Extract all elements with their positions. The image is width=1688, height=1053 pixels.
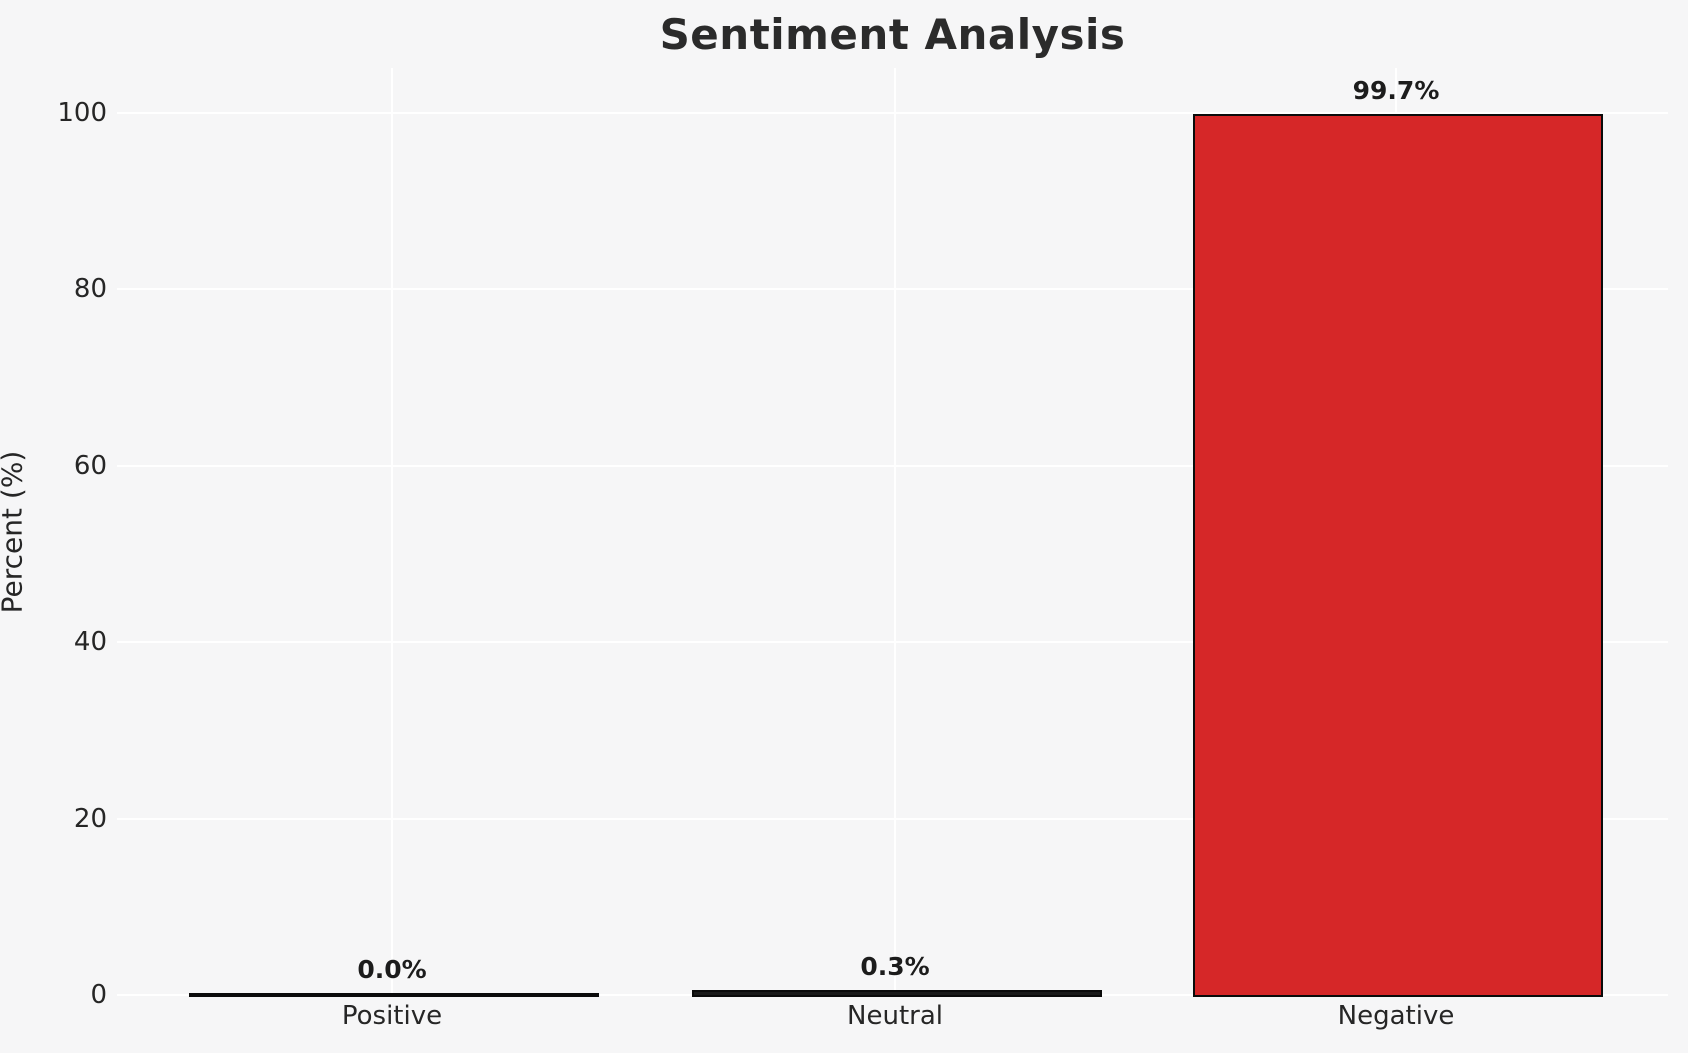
value-label-neutral: 0.3% (860, 952, 930, 982)
gridline-y-20 (117, 817, 1668, 820)
xtick-label-positive: Positive (341, 1001, 443, 1031)
xtick-label-neutral: Neutral (847, 1001, 943, 1031)
ytick-label-0: 0 (90, 980, 107, 1010)
value-label-negative: 99.7% (1352, 75, 1440, 105)
ytick-label-20: 20 (73, 803, 107, 834)
bar-positive (189, 993, 599, 997)
gridline-y-60 (117, 464, 1668, 467)
y-axis-label: Percent (%) (0, 450, 29, 614)
value-label-positive: 0.0% (357, 955, 427, 984)
gridline-x-positive (391, 68, 393, 995)
ytick-label-60: 60 (73, 450, 107, 481)
plot-area (117, 68, 1668, 997)
gridline-y-40 (117, 641, 1668, 644)
gridline-y-80 (117, 288, 1668, 291)
ytick-label-80: 80 (73, 274, 107, 305)
ytick-label-100: 100 (57, 98, 107, 128)
chart-title: Sentiment Analysis (659, 10, 1126, 59)
bar-negative (1193, 113, 1603, 997)
ytick-label-40: 40 (73, 627, 107, 658)
xtick-label-negative: Negative (1337, 1001, 1455, 1031)
bar-neutral (692, 990, 1102, 997)
gridline-x-neutral (894, 68, 896, 995)
gridline-y-100 (117, 112, 1668, 114)
